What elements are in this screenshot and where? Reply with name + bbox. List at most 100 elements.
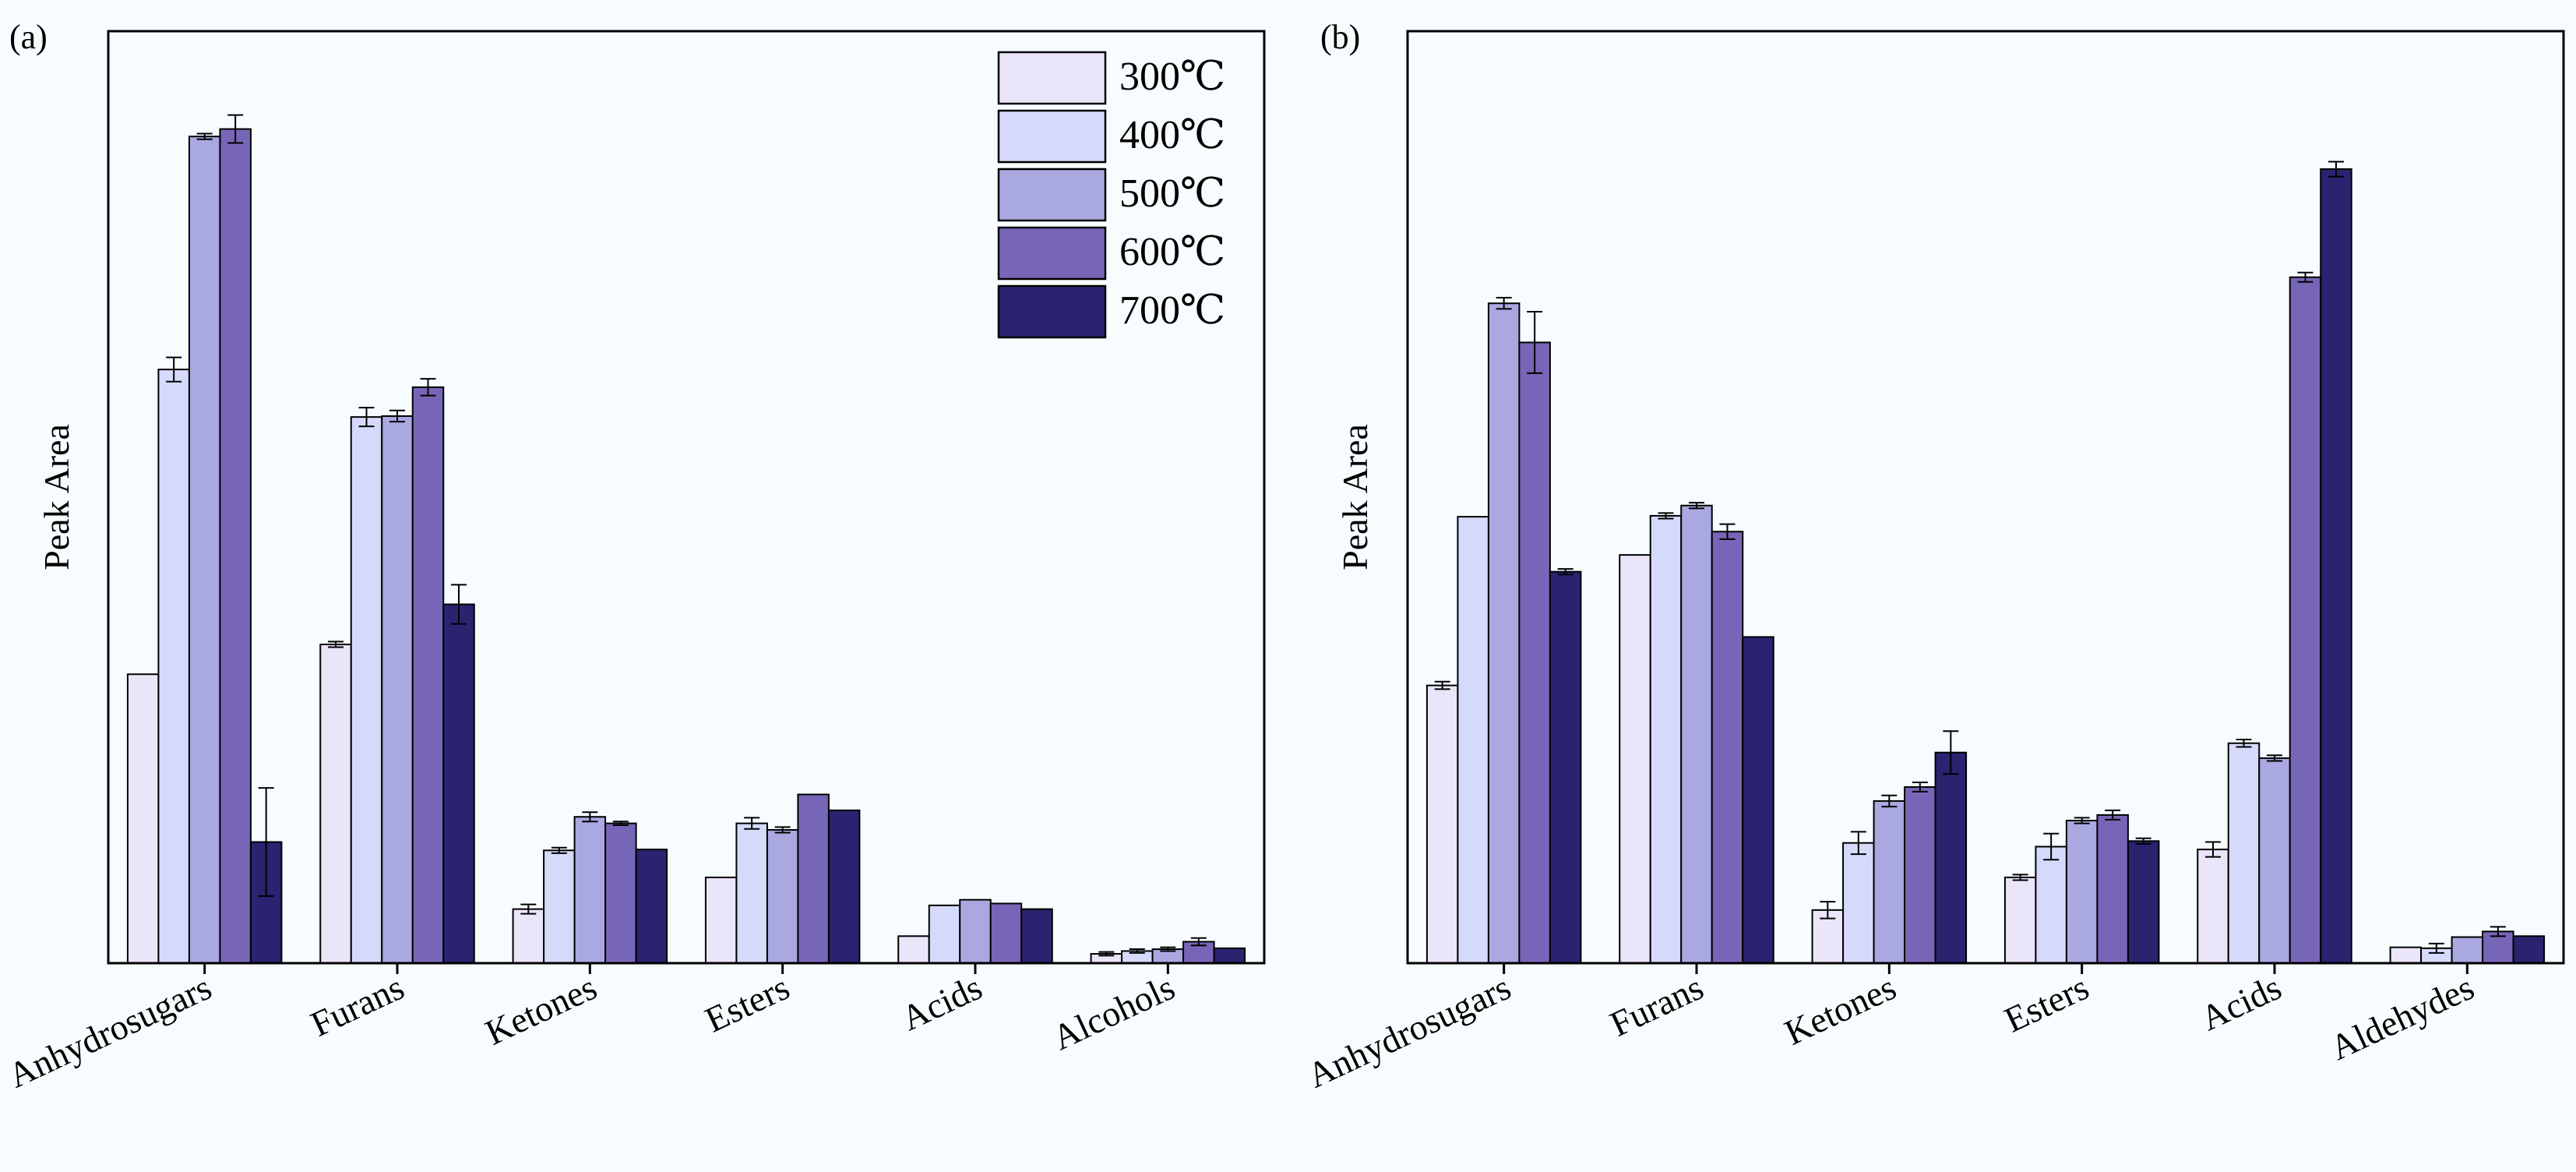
bar-a-ketones-2	[573, 816, 607, 964]
bar-a-esters-1	[735, 822, 768, 964]
error-bar-a-1-4	[451, 584, 467, 625]
error-bar-a-0-3	[227, 114, 244, 144]
bar-b-esters-1	[2035, 845, 2067, 964]
bar-b-furans-3	[1711, 531, 1744, 964]
error-bar-b-3-4	[2135, 837, 2151, 845]
bar-a-furans-0	[319, 643, 352, 964]
error-bar-b-2-4	[1943, 730, 1959, 775]
legend-swatch-3	[997, 226, 1107, 281]
bar-a-furans-2	[381, 415, 414, 964]
error-bar-a-2-1	[551, 846, 567, 854]
bar-b-ketones-1	[1842, 842, 1875, 964]
bar-b-esters-2	[2065, 820, 2099, 965]
error-bar-b-3-3	[2105, 809, 2121, 821]
error-bar-b-2-1	[1850, 831, 1866, 856]
bar-b-acids-0	[2197, 849, 2229, 964]
legend: 300℃ 400℃ 500℃ 600℃ 700℃	[997, 51, 1225, 339]
bar-a-anhydrosugars-1	[157, 369, 190, 964]
error-bar-b-4-0	[2205, 841, 2221, 858]
bar-a-esters-2	[766, 828, 799, 964]
plot-frame-a	[107, 30, 1266, 965]
bar-b-anhydrosugars-2	[1487, 302, 1521, 965]
bar-a-alcohols-4	[1213, 947, 1246, 964]
error-bar-b-5-1	[2428, 942, 2444, 954]
error-bar-b-1-3	[1719, 523, 1736, 540]
bar-b-ketones-3	[1904, 785, 1936, 965]
plot-frame-b	[1406, 30, 2565, 965]
bar-b-furans-1	[1649, 514, 1683, 964]
bar-a-acids-2	[959, 898, 992, 965]
error-bar-a-2-2	[582, 811, 598, 823]
error-bar-b-3-1	[2043, 832, 2060, 861]
bar-b-aldehydes-2	[2451, 936, 2484, 965]
y-axis-label-a: Peak Area	[37, 424, 76, 570]
error-bar-b-3-0	[2012, 874, 2028, 881]
error-bar-b-0-4	[1557, 568, 1573, 576]
bar-b-acids-2	[2258, 757, 2291, 964]
panel-label-a: (a)	[9, 18, 48, 56]
bar-a-furans-3	[411, 386, 445, 964]
error-bar-b-4-1	[2236, 738, 2252, 748]
bar-a-acids-0	[897, 935, 930, 964]
bar-b-esters-4	[2127, 840, 2160, 964]
error-bar-b-1-1	[1658, 512, 1674, 520]
error-bar-a-5-3	[1190, 937, 1207, 947]
bar-a-anhydrosugars-0	[126, 673, 160, 964]
error-bar-b-2-0	[1820, 901, 1836, 920]
bar-a-esters-3	[797, 793, 830, 965]
error-bar-a-0-2	[196, 132, 213, 140]
error-bar-b-0-0	[1434, 680, 1450, 690]
bar-a-ketones-4	[635, 849, 668, 964]
bar-b-furans-4	[1742, 636, 1774, 965]
bar-b-furans-2	[1680, 504, 1713, 964]
bar-b-acids-1	[2227, 742, 2261, 964]
error-bar-b-1-2	[1689, 502, 1704, 510]
error-bar-a-1-0	[328, 641, 344, 648]
legend-swatch-1	[997, 109, 1107, 164]
error-bar-a-0-1	[166, 356, 182, 383]
legend-swatch-2	[997, 168, 1107, 222]
bar-a-ketones-3	[604, 822, 637, 964]
bar-b-aldehydes-0	[2389, 946, 2423, 965]
bar-b-anhydrosugars-1	[1457, 516, 1489, 964]
legend-label-2: 500℃	[1119, 171, 1225, 216]
error-bar-a-5-2	[1160, 946, 1176, 952]
legend-label-0: 300℃	[1119, 55, 1225, 99]
error-bar-b-0-3	[1527, 310, 1543, 374]
bar-a-furans-4	[442, 603, 475, 964]
legend-swatch-4	[997, 284, 1107, 339]
error-bar-a-5-1	[1129, 948, 1145, 954]
bar-b-acids-3	[2289, 276, 2322, 964]
error-bar-b-2-3	[1912, 781, 1928, 793]
bar-b-aldehydes-4	[2512, 935, 2546, 964]
bar-a-acids-3	[989, 902, 1023, 964]
bar-a-furans-1	[350, 416, 383, 964]
error-bar-b-5-3	[2490, 926, 2506, 937]
y-axis-label-b: Peak Area	[1335, 424, 1375, 570]
bar-b-acids-4	[2320, 168, 2352, 964]
bar-a-acids-1	[928, 904, 961, 964]
legend-label-3: 600℃	[1119, 230, 1225, 274]
legend-label-4: 700℃	[1119, 288, 1225, 333]
bar-a-acids-4	[1020, 908, 1053, 965]
bar-b-esters-0	[2003, 876, 2037, 964]
bar-a-anhydrosugars-2	[188, 136, 221, 964]
bar-b-ketones-2	[1873, 800, 1906, 965]
error-bar-a-1-3	[420, 378, 436, 397]
legend-label-1: 400℃	[1119, 113, 1225, 157]
error-bar-b-4-4	[2328, 161, 2344, 178]
bar-b-anhydrosugars-4	[1549, 570, 1582, 964]
error-bar-a-1-1	[358, 407, 375, 428]
bar-a-esters-4	[827, 809, 861, 964]
bar-b-anhydrosugars-0	[1425, 684, 1459, 965]
error-bar-a-5-0	[1098, 951, 1115, 957]
panel-label-b: (b)	[1320, 18, 1360, 56]
error-bar-b-0-2	[1496, 297, 1512, 310]
error-bar-a-2-3	[612, 821, 629, 826]
error-bar-a-1-2	[389, 409, 405, 423]
bar-b-esters-3	[2096, 814, 2129, 964]
bar-a-ketones-0	[512, 908, 545, 965]
error-bar-a-3-2	[774, 826, 791, 834]
bar-a-ketones-1	[543, 849, 576, 965]
